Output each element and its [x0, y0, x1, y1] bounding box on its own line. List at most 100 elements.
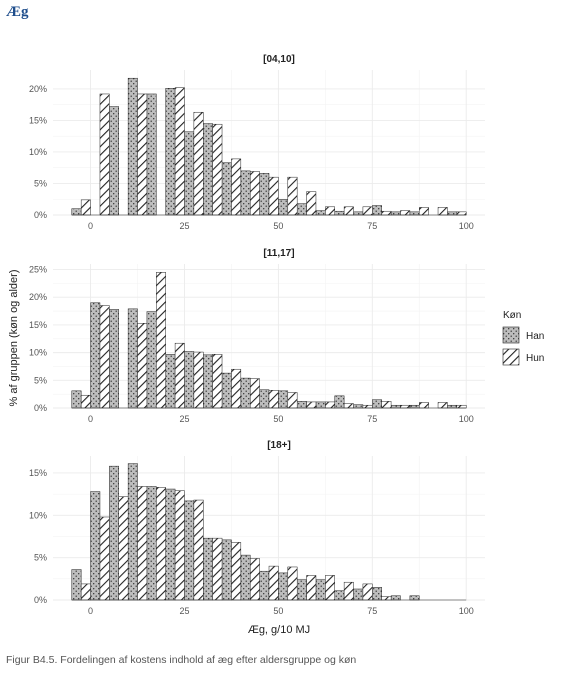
- bar-han: [390, 404, 401, 409]
- bar-hun: [325, 401, 335, 409]
- x-tick-label: 0: [88, 221, 93, 231]
- bar-han: [296, 579, 307, 601]
- x-axis-label: Æg, g/10 MJ: [248, 624, 310, 636]
- bar-han: [203, 537, 213, 601]
- page-title: Æg: [6, 4, 29, 20]
- bar-hun: [419, 207, 429, 216]
- bar-hun: [400, 210, 411, 216]
- bar-han: [165, 88, 176, 216]
- bar-han: [296, 401, 307, 409]
- legend-label-han: Han: [526, 331, 544, 342]
- bar-hun: [362, 404, 373, 409]
- bar-hun: [325, 575, 335, 601]
- bar-han: [390, 595, 401, 601]
- bar-hun: [118, 496, 129, 601]
- bar-hun: [381, 596, 392, 601]
- y-tick-label: 5%: [34, 375, 47, 385]
- bar-hun: [174, 342, 185, 409]
- bar-hun: [400, 404, 411, 409]
- bar-han: [90, 302, 101, 409]
- bar-hun: [137, 93, 148, 216]
- y-tick-label: 15%: [29, 320, 47, 330]
- bar-hun: [174, 87, 185, 216]
- chart-panel: [04,10] 0% 5% 10% 15% 20% 0 25 50 75 100: [29, 54, 485, 231]
- y-tick-label: 10%: [29, 147, 47, 157]
- bar-han: [334, 210, 345, 216]
- bar-hun: [231, 542, 242, 601]
- bar-hun: [437, 402, 448, 409]
- bar-han: [127, 77, 138, 216]
- bar-han: [278, 390, 289, 409]
- bar-han: [334, 395, 345, 409]
- bar-hun: [193, 351, 204, 409]
- bar-hun: [156, 487, 166, 601]
- bar-han: [127, 308, 138, 409]
- bar-han: [71, 390, 82, 409]
- bar-hun: [362, 583, 373, 601]
- bar-han: [447, 404, 458, 409]
- bar-hun: [80, 199, 91, 216]
- x-tick-label: 100: [459, 414, 474, 424]
- bar-hun: [381, 210, 392, 216]
- y-tick-label: 10%: [29, 348, 47, 358]
- bar-hun: [456, 211, 467, 216]
- bar-han: [372, 205, 382, 216]
- bar-hun: [212, 537, 223, 601]
- legend: Køn Han Hun: [502, 310, 544, 366]
- bar-han: [278, 198, 289, 216]
- panel-title: [11,17]: [263, 248, 294, 259]
- bar-han: [240, 554, 251, 601]
- bar-han: [353, 404, 364, 409]
- x-tick-label: 75: [367, 606, 377, 616]
- bar-hun: [212, 354, 223, 409]
- x-tick-label: 0: [88, 414, 93, 424]
- bar-han: [315, 579, 326, 601]
- y-tick-label: 10%: [29, 510, 47, 520]
- x-tick-label: 25: [179, 221, 189, 231]
- bar-hun: [306, 191, 317, 216]
- bar-hun: [249, 378, 260, 409]
- bar-han: [259, 570, 270, 601]
- bar-hun: [268, 176, 279, 216]
- y-tick-label: 0%: [34, 210, 47, 220]
- panel-title: [18+]: [267, 440, 291, 451]
- y-tick-label: 25%: [29, 265, 47, 275]
- y-tick-label: 0%: [34, 595, 47, 605]
- bar-han: [353, 588, 364, 601]
- bar-han: [90, 491, 101, 601]
- bar-han: [109, 309, 119, 409]
- bar-hun: [362, 206, 373, 216]
- bar-han: [71, 569, 82, 601]
- bar-han: [109, 465, 119, 601]
- bar-hun: [249, 558, 260, 601]
- legend-title: Køn: [503, 310, 521, 321]
- bar-han: [221, 372, 232, 409]
- bar-hun: [287, 176, 298, 216]
- x-tick-label: 100: [459, 606, 474, 616]
- bar-hun: [381, 401, 392, 409]
- bar-hun: [306, 401, 317, 409]
- bar-hun: [306, 575, 317, 601]
- figure-caption: Figur B4.5. Fordelingen af kostens indho…: [6, 654, 357, 666]
- y-tick-label: 0%: [34, 403, 47, 413]
- bar-hun: [137, 323, 148, 409]
- bar-han: [315, 210, 326, 216]
- bar-han: [221, 162, 232, 216]
- bar-hun: [343, 403, 354, 409]
- bar-han: [259, 173, 270, 216]
- bar-han: [165, 354, 176, 409]
- x-tick-label: 50: [273, 606, 283, 616]
- bar-hun: [325, 206, 335, 216]
- bar-hun: [249, 171, 260, 216]
- bar-hun: [268, 390, 279, 409]
- bar-hun: [419, 402, 429, 409]
- faceted-histogram-chart: [04,10] 0% 5% 10% 15% 20% 0 25 50 75 100 [11,17] 0% 5…: [8, 54, 544, 636]
- chart-panel: [11,17] 0% 5% 10% 15% 20% 25% 0 25 50 75 100: [29, 248, 485, 424]
- bar-hun: [456, 404, 467, 409]
- y-tick-label: 20%: [29, 292, 47, 302]
- bar-hun: [137, 486, 148, 601]
- bar-han: [71, 208, 82, 216]
- chart-panel: [18+] 0% 5% 10% 15% 0 25 50 75 100: [29, 440, 485, 616]
- bar-han: [146, 93, 157, 216]
- bar-han: [109, 106, 119, 216]
